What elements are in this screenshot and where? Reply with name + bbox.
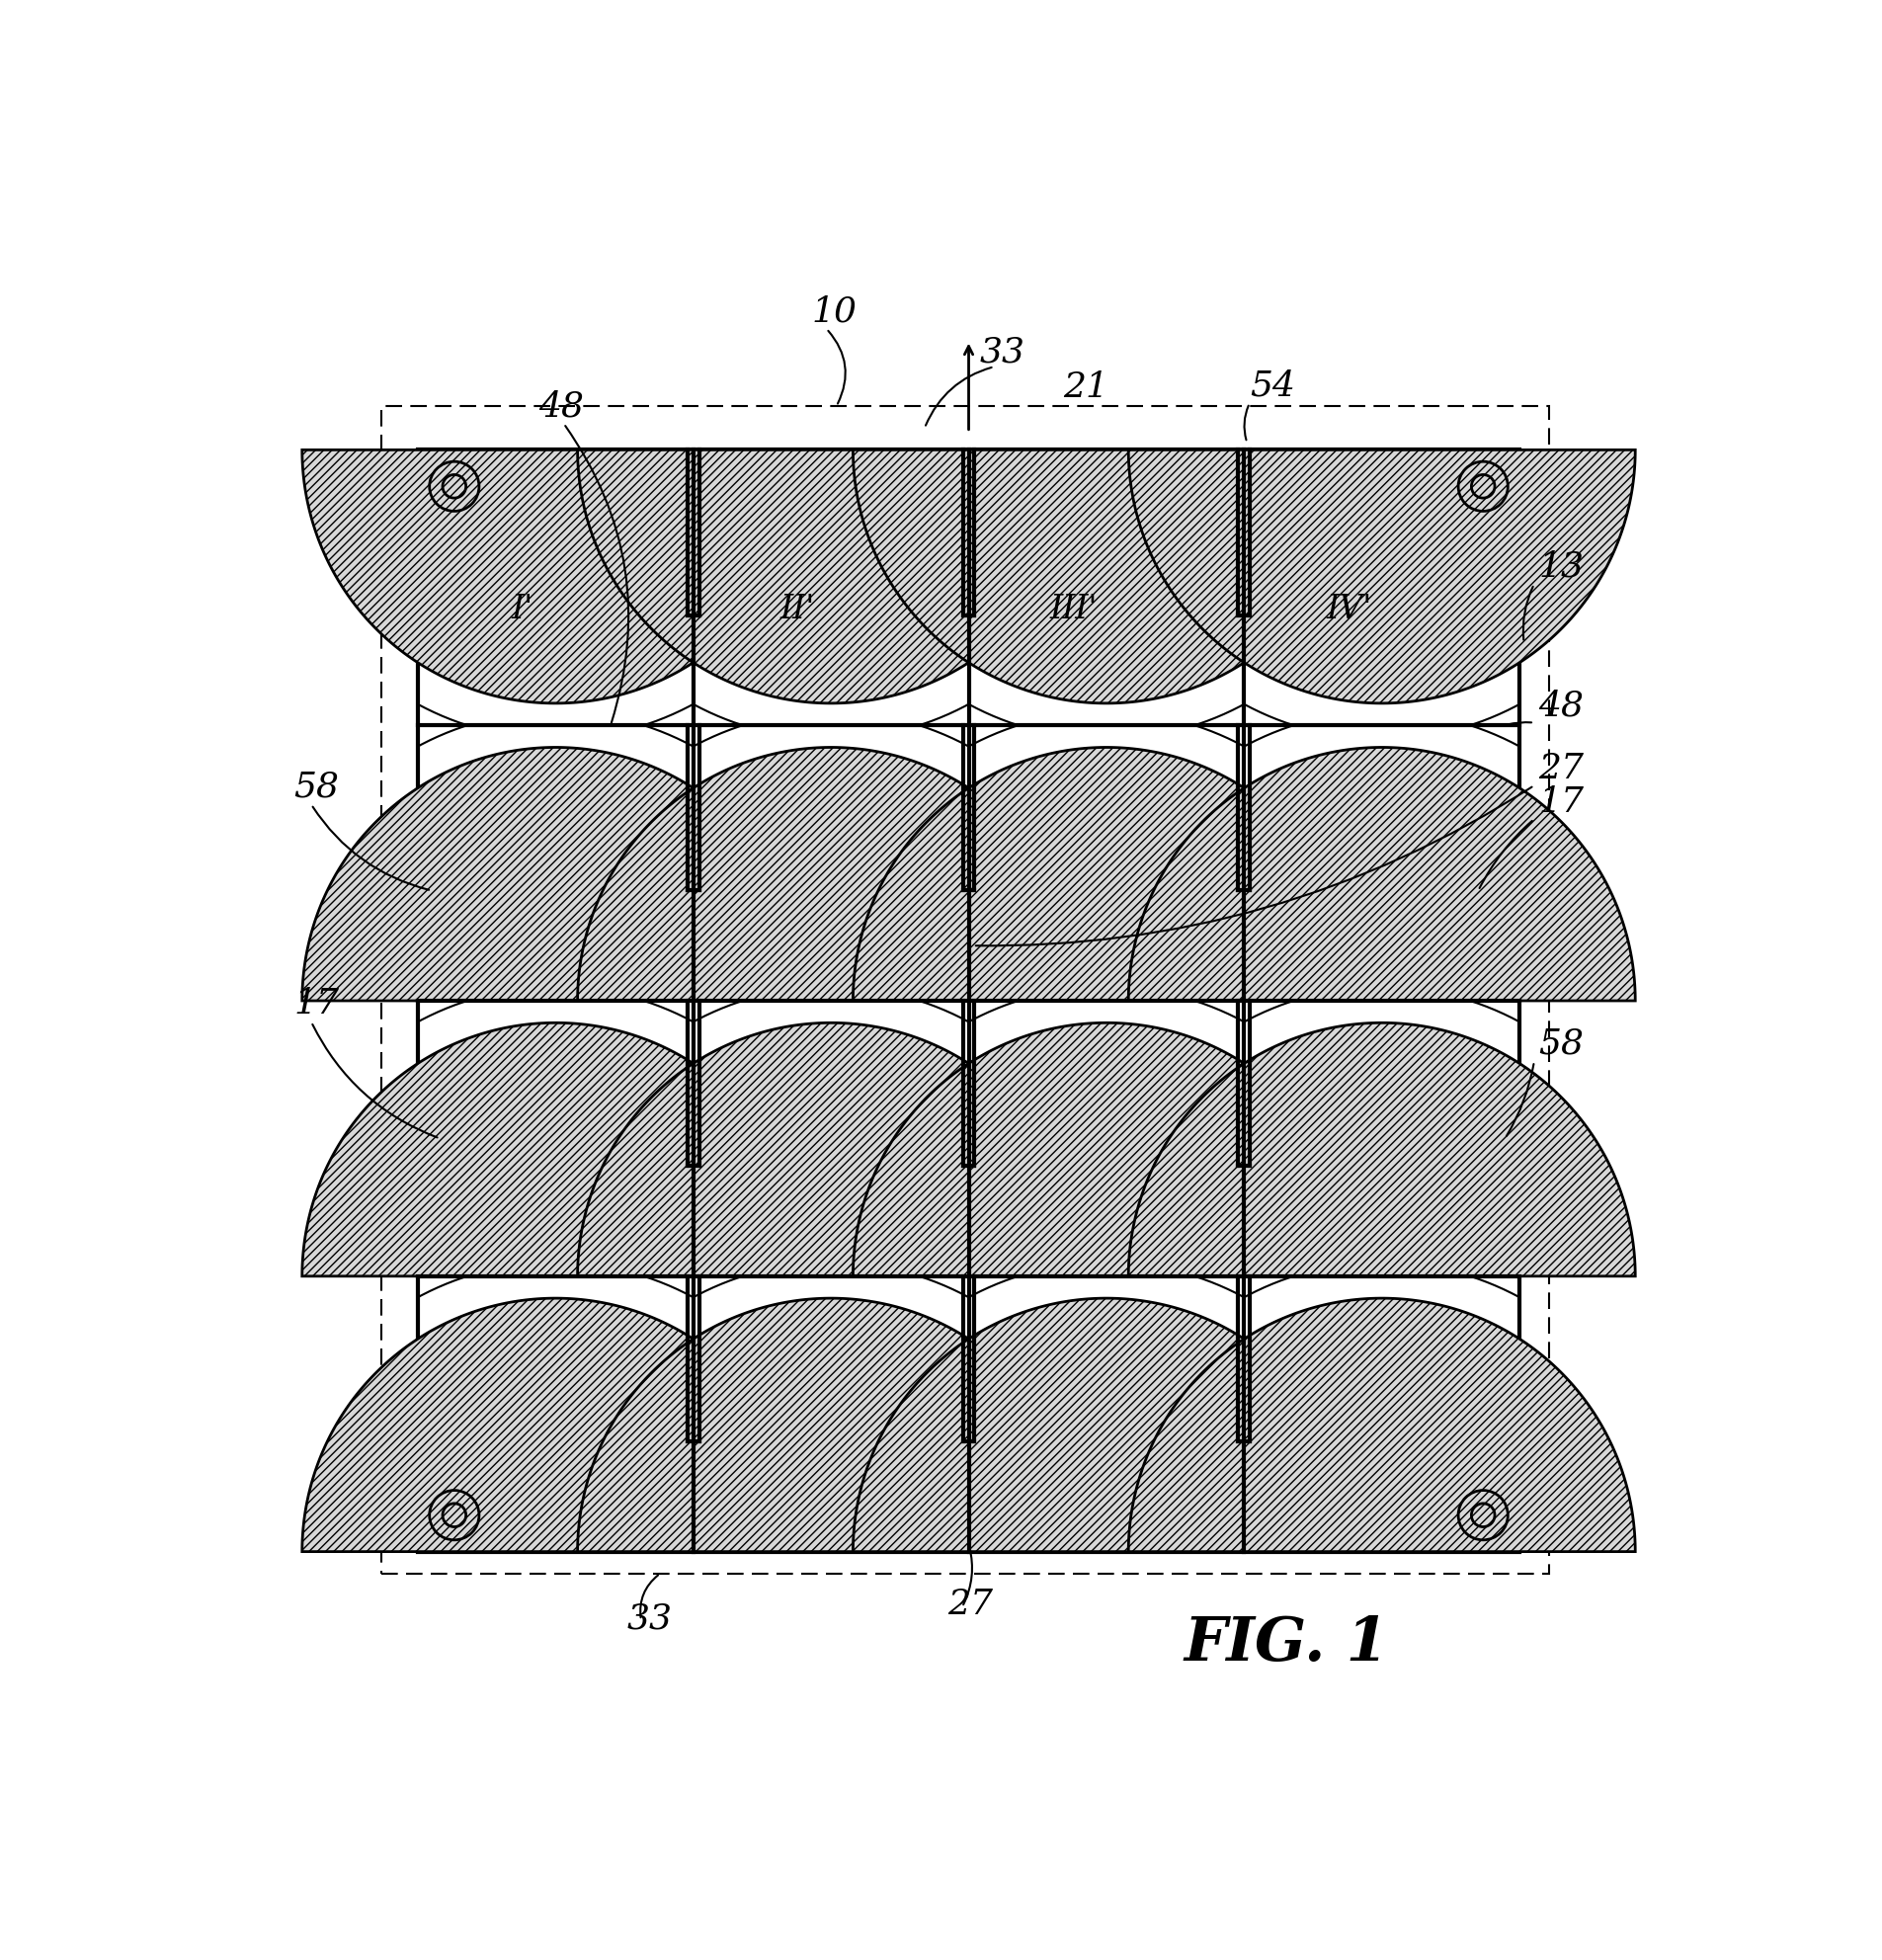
Polygon shape [301,1023,809,1276]
Text: 48: 48 [538,390,583,423]
Text: 58: 58 [294,770,339,804]
Polygon shape [853,1298,1359,1552]
Text: 13: 13 [1538,551,1583,584]
Polygon shape [301,451,809,704]
Polygon shape [1127,747,1634,1002]
Text: 17: 17 [1538,786,1583,819]
Polygon shape [853,747,1359,1002]
Bar [380,406,1547,1574]
Polygon shape [301,747,809,1002]
Text: 54: 54 [1250,368,1295,404]
Text: FIG. 1: FIG. 1 [1184,1613,1387,1674]
Polygon shape [578,1023,1084,1276]
Polygon shape [1127,1023,1634,1276]
Text: 58: 58 [1538,1027,1583,1060]
Text: 17: 17 [294,986,339,1019]
Bar [418,451,1519,1552]
Polygon shape [853,1023,1359,1276]
Text: IV': IV' [1325,594,1370,625]
Text: III': III' [1048,594,1097,625]
Polygon shape [853,451,1359,704]
Text: 21: 21 [1061,370,1108,404]
Polygon shape [301,1298,809,1552]
Text: I': I' [512,594,533,625]
Text: 10: 10 [811,294,856,329]
Polygon shape [1127,1298,1634,1552]
Polygon shape [578,1298,1084,1552]
Text: 33: 33 [979,335,1024,368]
Polygon shape [1127,451,1634,704]
Polygon shape [578,451,1084,704]
Text: 48: 48 [1538,688,1583,723]
Text: II': II' [779,594,815,625]
Text: 27: 27 [1538,751,1583,786]
Text: 27: 27 [947,1588,992,1621]
Text: 33: 33 [627,1601,672,1637]
Polygon shape [578,747,1084,1002]
